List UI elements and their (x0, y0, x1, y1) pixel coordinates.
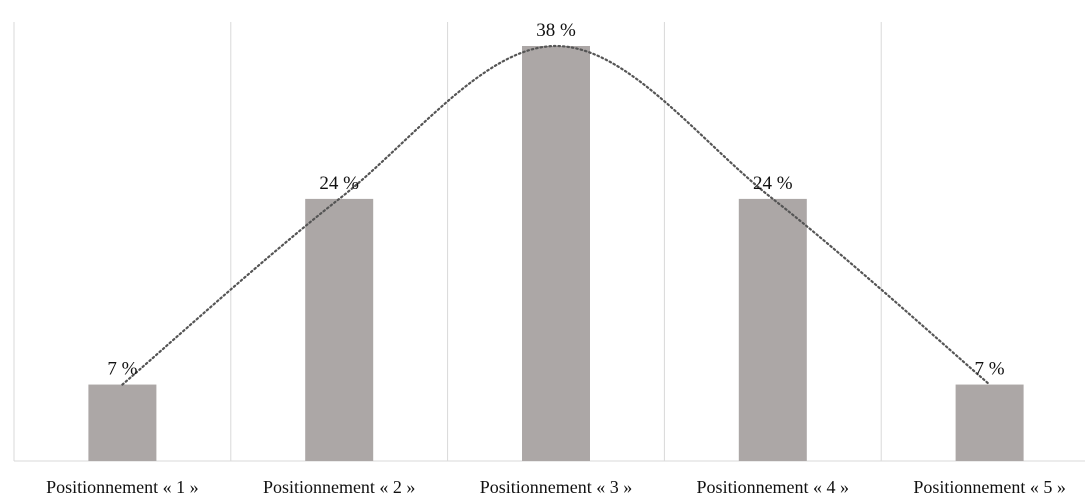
data-label: 38 % (536, 20, 576, 41)
bar (522, 46, 590, 461)
bar (738, 198, 807, 462)
x-tick-label: Positionnement « 1 » (46, 477, 199, 497)
trendline-curve (121, 44, 991, 386)
trendline (121, 44, 991, 386)
bar (88, 384, 157, 461)
data-labels: 7 % 24 % 38 % 24 % 7 % (107, 20, 1004, 380)
bar (955, 384, 1024, 461)
bar (305, 198, 374, 462)
x-axis-tick-labels: Positionnement « 1 » Positionnement « 2 »… (46, 477, 1066, 497)
data-label: 7 % (107, 359, 137, 380)
x-tick-label: Positionnement « 2 » (263, 477, 416, 497)
data-label: 24 % (319, 173, 359, 194)
data-label: 24 % (753, 173, 793, 194)
data-label: 7 % (975, 359, 1005, 380)
x-tick-label: Positionnement « 5 » (913, 477, 1066, 497)
x-tick-label: Positionnement « 3 » (480, 477, 633, 497)
bars (88, 46, 1024, 462)
x-tick-label: Positionnement « 4 » (697, 477, 850, 497)
